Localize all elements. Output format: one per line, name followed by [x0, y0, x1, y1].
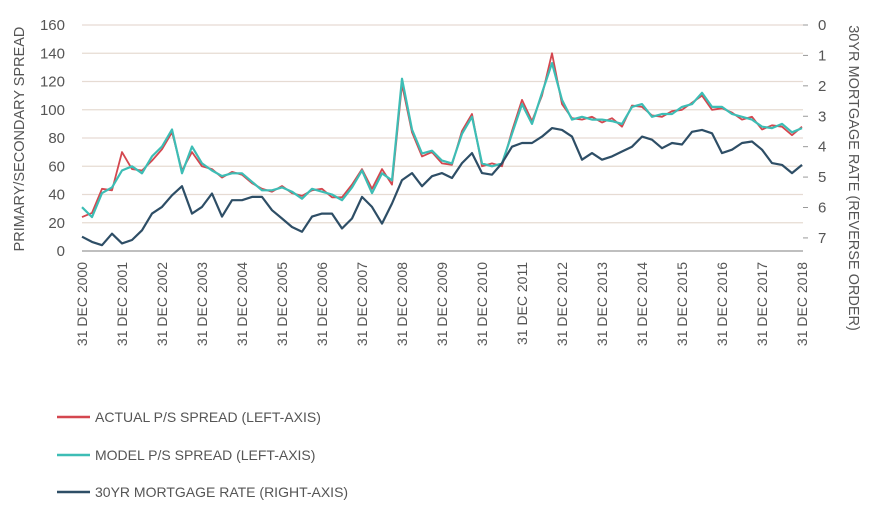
left-tick-label: 20 [48, 215, 65, 232]
legend-label-mortgage: 30YR MORTGAGE RATE (RIGHT-AXIS) [95, 484, 348, 500]
legend-label-actual: ACTUAL P/S SPREAD (LEFT-AXIS) [95, 409, 321, 425]
x-tick-label: 31 DEC 2001 [114, 262, 130, 346]
x-tick-label: 31 DEC 2016 [714, 262, 730, 346]
legend: ACTUAL P/S SPREAD (LEFT-AXIS) MODEL P/S … [57, 409, 348, 500]
right-axis-title: 30YR MORTGAGE RATE (REVERSE ORDER) [845, 25, 861, 331]
right-tick-label: 4 [818, 139, 826, 156]
gridlines [82, 25, 803, 223]
left-tick-label: 80 [48, 130, 65, 147]
x-tick-label: 31 DEC 2017 [754, 262, 770, 346]
x-tick-label: 31 DEC 2004 [234, 262, 250, 346]
legend-item-model: MODEL P/S SPREAD (LEFT-AXIS) [57, 447, 315, 463]
left-axis-title: PRIMARY/SECONDARY SPREAD [12, 27, 28, 252]
actual-spread-line [82, 53, 802, 217]
x-tick-label: 31 DEC 2009 [434, 262, 450, 346]
right-tick-label: 1 [818, 47, 826, 64]
x-tick-label: 31 DEC 2011 [514, 262, 530, 345]
right-tick-label: 2 [818, 78, 826, 95]
x-tick-label: 31 DEC 2000 [74, 262, 90, 346]
x-tick-label: 31 DEC 2015 [674, 262, 690, 346]
left-tick-label: 60 [48, 158, 65, 175]
left-tick-label: 120 [40, 74, 65, 91]
left-axis-ticks: 0 20 40 60 80 100 120 140 160 [40, 17, 65, 260]
left-tick-label: 140 [40, 45, 65, 62]
x-tick-label: 31 DEC 2012 [554, 262, 570, 346]
left-tick-label: 100 [40, 102, 65, 119]
legend-label-model: MODEL P/S SPREAD (LEFT-AXIS) [95, 447, 315, 463]
right-tick-label: 5 [818, 169, 826, 186]
mortgage-rate-line [82, 128, 802, 245]
left-tick-label: 160 [40, 17, 65, 34]
x-tick-label: 31 DEC 2002 [154, 262, 170, 346]
x-tick-label: 31 DEC 2008 [394, 262, 410, 346]
right-tick-label: 3 [818, 108, 826, 125]
x-tick-label: 31 DEC 2005 [274, 262, 290, 346]
left-tick-label: 0 [57, 243, 65, 260]
x-tick-label: 31 DEC 2006 [314, 262, 330, 346]
x-tick-label: 31 DEC 2003 [194, 262, 210, 346]
left-tick-label: 40 [48, 187, 65, 204]
x-tick-label: 31 DEC 2014 [634, 262, 650, 346]
right-tick-label: 6 [818, 200, 826, 217]
x-tick-label: 31 DEC 2018 [794, 262, 810, 346]
x-tick-label: 31 DEC 2013 [594, 262, 610, 346]
legend-item-mortgage: 30YR MORTGAGE RATE (RIGHT-AXIS) [57, 484, 348, 500]
x-axis-ticks: 31 DEC 2000 31 DEC 2001 31 DEC 2002 31 DEC … [74, 262, 810, 346]
right-tick-label: 7 [818, 230, 826, 247]
legend-item-actual: ACTUAL P/S SPREAD (LEFT-AXIS) [57, 409, 321, 425]
right-tick-label: 0 [818, 17, 826, 34]
right-axis-ticks: 0 1 2 3 4 5 6 7 [803, 17, 826, 247]
x-tick-label: 31 DEC 2007 [354, 262, 370, 346]
x-tick-label: 31 DEC 2010 [474, 262, 490, 346]
